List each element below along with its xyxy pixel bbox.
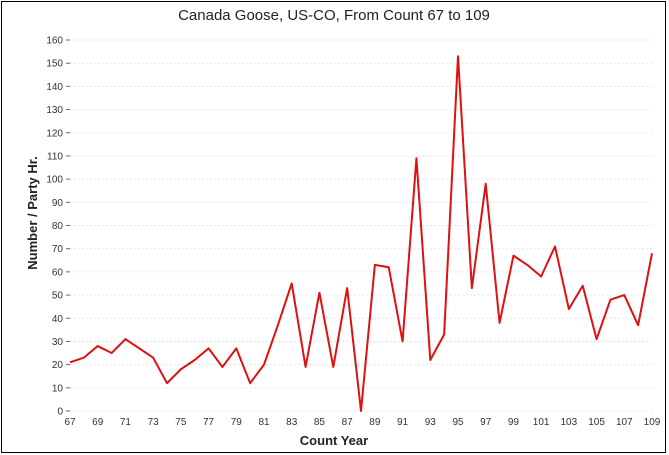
y-tick-label-140: 140 [46,82,63,93]
y-tick-label-160: 160 [46,36,63,47]
y-tick-label-130: 130 [46,105,63,116]
series-line [69,55,653,412]
chart-title: Canada Goose, US-CO, From Count 67 to 10… [178,7,490,24]
x-tick-label-95: 95 [452,417,464,428]
x-tick-label-93: 93 [425,417,437,428]
y-tick-label-110: 110 [47,151,63,162]
x-axis-ticks: 67 69 71 73 75 77 79 81 83 85 87 89 91 93 95 97 99 101 103… [64,417,660,428]
y-tick-label-100: 100 [46,175,63,186]
y-tick-label-80: 80 [52,221,64,232]
y-tick-label-20: 20 [52,360,64,371]
x-tick-label-77: 77 [203,417,215,428]
y-axis-ticks: 0 10 20 30 40 50 60 70 80 90 100 110 120 130 140 150 160 [46,36,70,418]
y-tick-label-90: 90 [52,198,64,209]
x-tick-label-87: 87 [342,417,354,428]
x-tick-label-101: 101 [533,417,550,428]
x-tick-label-99: 99 [508,417,520,428]
x-tick-label-91: 91 [397,417,409,428]
x-tick-label-71: 71 [120,417,132,428]
y-tick-label-0: 0 [57,407,63,418]
x-tick-label-67: 67 [64,417,76,428]
x-tick-label-69: 69 [92,417,104,428]
x-tick-label-105: 105 [588,417,605,428]
x-tick-label-83: 83 [286,417,298,428]
x-tick-label-103: 103 [561,417,578,428]
x-tick-label-75: 75 [175,417,187,428]
grid-lines [70,39,652,412]
x-tick-label-89: 89 [369,417,381,428]
y-tick-label-40: 40 [52,314,64,325]
x-tick-label-109: 109 [644,417,661,428]
y-tick-label-120: 120 [46,128,63,139]
y-tick-label-10: 10 [52,383,64,394]
x-tick-label-107: 107 [616,417,633,428]
y-tick-label-150: 150 [46,59,63,70]
x-tick-label-81: 81 [258,417,270,428]
y-axis-label: Number / Party Hr. [25,156,40,269]
x-tick-label-79: 79 [231,417,243,428]
y-tick-label-30: 30 [52,337,64,348]
x-tick-label-85: 85 [314,417,326,428]
x-tick-label-97: 97 [480,417,492,428]
x-axis-label: Count Year [300,433,368,448]
y-tick-label-70: 70 [52,244,64,255]
y-tick-label-60: 60 [52,267,64,278]
y-tick-label-50: 50 [52,291,64,302]
x-tick-label-73: 73 [148,417,160,428]
